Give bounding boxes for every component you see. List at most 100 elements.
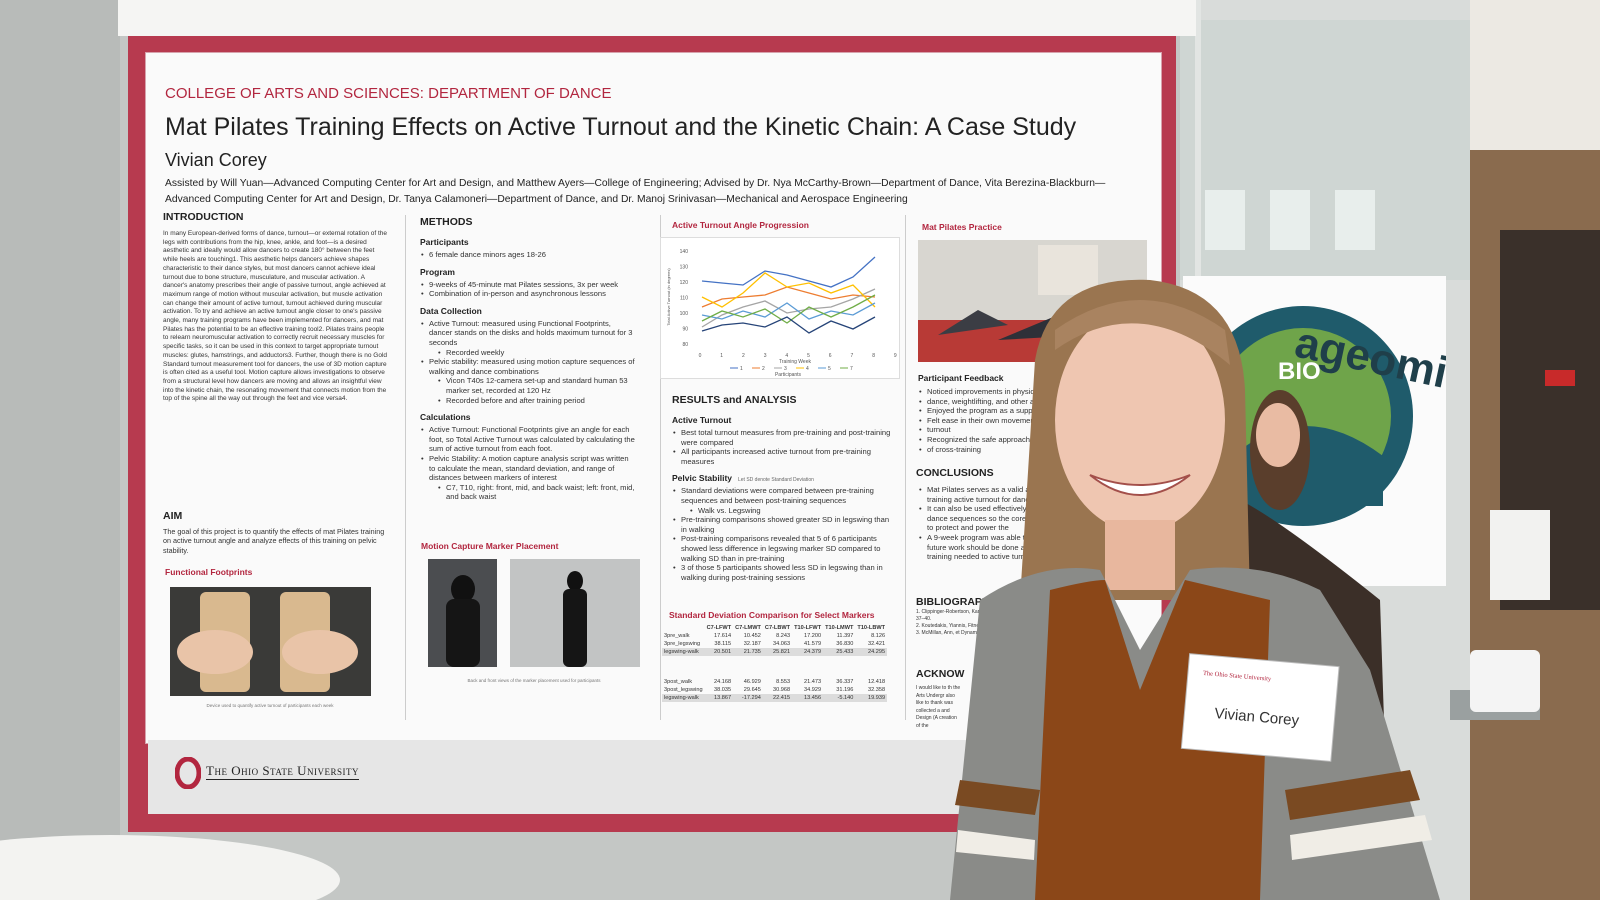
bullet: 6 female dance minors ages 18-26	[420, 250, 635, 260]
cell: 29.645	[743, 687, 761, 693]
chart-label: 5	[828, 366, 831, 372]
cell: 11.397	[836, 633, 854, 639]
cell: 3pre_legswing	[664, 641, 701, 647]
cell: 32.187	[743, 641, 761, 647]
bullet: Recognized the safe approach of mat P	[918, 435, 1148, 445]
chart-label: Training Week	[779, 359, 811, 365]
bullet: Pelvic Stability: A motion capture analy…	[420, 454, 635, 483]
cell: 13.867	[704, 694, 734, 702]
group-heading: Active Turnout	[672, 415, 892, 425]
osu-logo	[175, 757, 201, 789]
group-title: Active Turnout	[672, 415, 732, 425]
group-heading: Calculations	[420, 412, 635, 422]
cell: C7-LFWT	[706, 625, 732, 631]
chart-label: 2	[762, 366, 765, 372]
cell: 24.295	[855, 648, 888, 656]
cell: 38.035	[714, 687, 732, 693]
bullet: Combination of in-person and asynchronou…	[420, 289, 635, 299]
cell: 19.939	[855, 694, 888, 702]
cell: 24.379	[792, 648, 824, 656]
chart-label: 80	[682, 342, 688, 348]
cell: 46.929	[743, 679, 761, 685]
bullet: Felt ease in their own movements th	[918, 416, 1148, 426]
cell: C7-LMWT	[735, 625, 761, 631]
section-heading: INTRODUCTION	[163, 211, 244, 223]
sub-bullet: Recorded before and after training perio…	[420, 396, 635, 406]
poster-top	[118, 0, 1196, 36]
cell: 32.358	[867, 687, 886, 693]
cell: T10-LBWT	[857, 625, 886, 631]
divider	[405, 215, 406, 720]
cell: legswing-walk	[662, 648, 705, 656]
group-heading: Program	[420, 267, 635, 277]
caption: Back and front views of the marker place…	[467, 678, 601, 683]
bullet: of cross-training	[918, 445, 1148, 455]
cell: 32.421	[867, 641, 886, 647]
bullet: Noticed improvements in physical prac	[918, 387, 1148, 397]
bullet: Active Turnout: measured using Functiona…	[420, 319, 635, 348]
section-heading: RESULTS and ANALYSIS	[672, 394, 797, 406]
intro-text: In many European-derived forms of dance,…	[163, 230, 388, 403]
chart-label: 6	[829, 353, 832, 359]
section-heading: CONCLUSIONS	[916, 467, 994, 479]
caption: Device used to quantify active turnout o…	[206, 703, 334, 708]
subheading: Functional Footprints	[165, 567, 253, 577]
bullet: turnout	[918, 425, 1148, 435]
chart-label: 4	[806, 366, 809, 372]
table: C7-LFWT C7-LMWT C7-LBWT T10-LFWT T10-LMWT T10…	[662, 624, 888, 702]
cell: 34.929	[804, 687, 822, 693]
bullet: 9-weeks of 45-minute mat Pilates session…	[420, 280, 635, 290]
bullet: dance, weightlifting, and other activiti…	[918, 397, 1148, 407]
cell: 8.126	[871, 633, 886, 639]
bullet: A 9-week program was able to but future …	[918, 533, 1063, 562]
chart-label: 90	[682, 327, 688, 333]
cell: 34.063	[772, 641, 791, 647]
ack-text: I would like to th the Arts Undergr also…	[916, 685, 961, 729]
cell: -17.294	[733, 694, 763, 702]
bullet: Best total turnout measures from pre-tra…	[672, 428, 892, 447]
cell: 3post_legswing	[664, 687, 703, 693]
chart-label: 7	[850, 366, 853, 372]
bullet: Active Turnout: Functional Footprints gi…	[420, 425, 635, 454]
reference: 3. McMillan, Ann, et Dynamic Posture. Jo	[916, 630, 1008, 636]
chart-label: 120	[680, 280, 689, 286]
credits: Assisted by Will Yuan—Advanced Computing…	[165, 178, 1106, 205]
cell: 10.452	[743, 633, 761, 639]
reference: 1. Clippinger-Robertson, Kar Considerati…	[916, 609, 1038, 615]
turnout-chart: 140 130 120 110 100 90 80 0 1 2 3 4 5 6 7 8 9 Training We…	[666, 249, 897, 377]
methods-list: Participants 6 female dance minors ages 1…	[420, 230, 635, 502]
cell: -5.140	[823, 694, 856, 702]
chart-label: 5	[807, 353, 810, 359]
aim-text: The goal of this project is to quantify …	[163, 527, 385, 555]
subheading: Motion Capture Marker Placement	[421, 541, 559, 551]
cell: 30.968	[772, 687, 791, 693]
chart-label: 2	[742, 353, 745, 359]
chart-label: 3	[764, 353, 767, 359]
section-heading: METHODS	[420, 216, 473, 228]
sign-sub: BIO	[1278, 358, 1321, 385]
chart-label: 140	[680, 249, 689, 255]
chart-label: Participants	[775, 372, 802, 377]
cell	[662, 624, 705, 632]
cell: 12.418	[867, 679, 886, 685]
bullet: Pelvic stability: measured using motion …	[420, 357, 635, 376]
sub-bullet: Recorded weekly	[420, 348, 635, 358]
sub-bullet: C7, T10, right: front, mid, and back wai…	[420, 483, 635, 502]
chart-label: 8	[872, 353, 875, 359]
cell: 8.553	[776, 679, 791, 685]
chart-label: 7	[851, 353, 854, 359]
reference: 37–40.	[916, 616, 932, 622]
cell: 36.337	[836, 679, 854, 685]
chart-frame	[660, 237, 900, 379]
poster-title: Mat Pilates Training Effects on Active T…	[165, 113, 1077, 141]
cell: T10-LMWT	[825, 625, 854, 631]
chart-lines	[701, 256, 876, 334]
bullet: Enjoyed the program as a supplemen	[918, 406, 1148, 416]
cell: 3pre_walk	[664, 633, 690, 639]
cell: 25.433	[823, 648, 856, 656]
group-heading: Pelvic Stability Let SD denote Standard D…	[672, 473, 892, 483]
chart-label: 1	[740, 366, 743, 372]
bullet: Pre-training comparisons showed greater …	[672, 515, 892, 534]
section-heading: BIBLIOGRAPHY	[916, 596, 997, 608]
group-heading: Data Collection	[420, 306, 635, 316]
